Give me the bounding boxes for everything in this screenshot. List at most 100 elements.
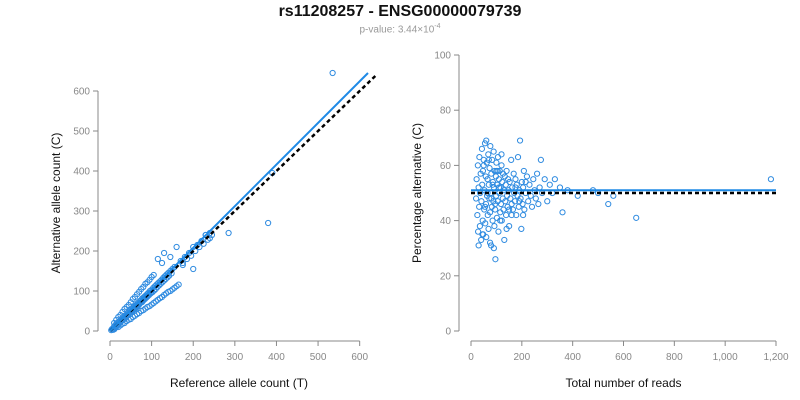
data-point xyxy=(175,281,182,288)
data-point xyxy=(478,145,486,152)
y-tick-label: 80 xyxy=(440,106,452,117)
data-point xyxy=(512,176,519,183)
x-tick-label: 1,200 xyxy=(763,352,788,363)
data-point xyxy=(488,195,495,202)
data-point xyxy=(489,181,496,188)
data-point xyxy=(532,195,539,202)
data-point xyxy=(520,211,527,219)
data-point xyxy=(520,167,527,175)
data-point xyxy=(479,231,486,238)
data-point xyxy=(495,228,502,235)
data-point xyxy=(514,154,522,161)
data-point xyxy=(493,167,500,175)
data-point xyxy=(158,259,166,267)
data-point xyxy=(533,170,541,177)
data-point xyxy=(493,214,501,221)
data-point xyxy=(492,206,499,213)
data-point xyxy=(511,198,519,205)
data-point xyxy=(491,223,498,230)
data-point xyxy=(633,214,640,221)
data-point xyxy=(507,195,514,202)
data-point xyxy=(503,225,510,232)
x-tick-label: 0 xyxy=(107,352,113,363)
data-point xyxy=(497,217,504,224)
data-point xyxy=(497,200,505,208)
data-point xyxy=(485,151,492,158)
y-tick-label: 300 xyxy=(73,207,90,218)
data-point xyxy=(499,178,506,186)
data-point xyxy=(160,249,168,257)
data-point xyxy=(537,156,544,163)
data-point xyxy=(486,239,494,246)
data-point xyxy=(475,228,482,235)
x-tick-label: 1,000 xyxy=(713,352,738,363)
data-point xyxy=(484,176,491,183)
y-tick-label: 600 xyxy=(73,87,90,98)
data-point xyxy=(489,217,496,224)
data-point xyxy=(502,198,509,205)
data-point xyxy=(509,206,517,213)
x-tick-label: 200 xyxy=(185,352,202,363)
y-tick-label: 100 xyxy=(434,51,451,62)
data-point xyxy=(473,176,480,183)
data-point xyxy=(150,271,157,279)
x-tick-label: 300 xyxy=(226,352,243,363)
data-point xyxy=(476,154,483,161)
y-tick-label: 40 xyxy=(440,216,452,227)
data-point xyxy=(559,209,566,216)
percentage-panel: 0 200 400 600 800 1,000 1,200 0 20 40 60 80 100 Total… xyxy=(410,51,789,391)
y-axis-title: Alternative allele count (C) xyxy=(49,133,63,274)
data-point xyxy=(485,225,492,232)
data-point xyxy=(551,176,558,183)
y-tick-label: 500 xyxy=(73,127,90,138)
data-point xyxy=(530,176,537,183)
data-point xyxy=(225,229,232,237)
pvalue-label: p-value: 3.44×10 xyxy=(359,24,435,36)
data-point xyxy=(522,178,529,186)
data-point xyxy=(479,181,486,188)
x-tick-label: 500 xyxy=(310,352,327,363)
data-point xyxy=(518,178,525,186)
data-point xyxy=(521,206,528,213)
data-point xyxy=(767,176,775,183)
data-point xyxy=(488,156,496,163)
allele-count-panel: 0 100 200 300 400 500 600 0 100 200 300 400 500 600 Re… xyxy=(49,69,378,390)
data-point xyxy=(510,170,517,177)
x-axis-title: Total number of reads xyxy=(565,376,681,390)
data-point xyxy=(501,236,508,244)
data-point xyxy=(190,265,197,273)
data-point xyxy=(516,198,523,205)
data-point xyxy=(476,223,483,230)
data-point xyxy=(508,156,515,163)
data-point xyxy=(493,159,500,166)
data-point xyxy=(513,211,520,219)
data-point xyxy=(486,209,494,216)
data-point xyxy=(528,203,536,210)
data-point xyxy=(508,211,515,219)
data-point xyxy=(482,200,490,208)
x-axis-title: Reference allele count (T) xyxy=(170,376,308,390)
x-tick-label: 400 xyxy=(268,352,285,363)
data-point xyxy=(503,167,510,175)
data-point xyxy=(498,162,505,169)
data-point xyxy=(485,181,492,188)
data-point xyxy=(481,206,488,213)
y-tick-label: 100 xyxy=(73,287,90,298)
data-point xyxy=(476,203,483,210)
data-point xyxy=(497,209,504,216)
data-point xyxy=(490,245,497,252)
data-point xyxy=(525,198,532,205)
data-point xyxy=(605,200,612,208)
fit-line xyxy=(109,72,369,332)
pvalue-subtitle: p-value: 3.44×10-4 xyxy=(0,23,800,35)
y-tick-label: 0 xyxy=(445,327,451,338)
data-point xyxy=(173,243,180,251)
data-point xyxy=(475,242,482,249)
data-point xyxy=(486,165,493,172)
data-point xyxy=(474,162,481,169)
data-point xyxy=(329,69,336,77)
chart-title: rs11208257 - ENSG00000079739 xyxy=(278,3,522,20)
data-point xyxy=(481,203,489,210)
y-tick-label: 200 xyxy=(73,247,90,258)
